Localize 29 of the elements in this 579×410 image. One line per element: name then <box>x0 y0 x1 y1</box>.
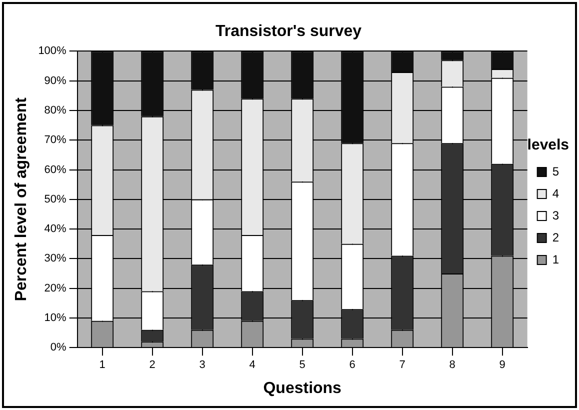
y-axis-title: Percent level of agreement <box>13 96 30 302</box>
y-tick-label: 90% <box>44 74 67 87</box>
x-tick-label: 9 <box>499 359 506 372</box>
y-tick-label: 0% <box>50 342 67 354</box>
x-axis-title: Questions <box>263 380 342 397</box>
legend-title: levels <box>527 136 570 154</box>
y-tick-label: 30% <box>44 252 67 265</box>
x-tick-label: 7 <box>399 359 406 372</box>
legend-label: 5 <box>552 164 560 178</box>
x-tick-label: 5 <box>299 359 306 372</box>
x-tick-label: 3 <box>199 359 206 372</box>
legend-label: 2 <box>552 230 560 244</box>
legend-label: 4 <box>552 186 560 200</box>
x-tick-label: 2 <box>149 359 156 372</box>
x-tick-label: 4 <box>249 359 256 372</box>
legend-label: 3 <box>552 208 560 222</box>
y-tick-label: 80% <box>44 104 67 117</box>
y-tick-label: 10% <box>44 312 67 324</box>
y-tick-label: 20% <box>44 282 67 294</box>
x-tick-label: 1 <box>99 359 106 372</box>
y-tick-label: 100% <box>38 45 67 58</box>
x-tick-label: 6 <box>349 359 356 372</box>
chart-title: Transistor's survey <box>215 23 362 40</box>
y-tick-label: 60% <box>44 164 67 176</box>
y-tick-label: 70% <box>44 134 67 146</box>
legend-label: 1 <box>552 252 560 266</box>
y-tick-label: 40% <box>44 223 67 236</box>
x-tick-label: 8 <box>449 359 456 372</box>
y-tick-label: 50% <box>44 193 67 206</box>
